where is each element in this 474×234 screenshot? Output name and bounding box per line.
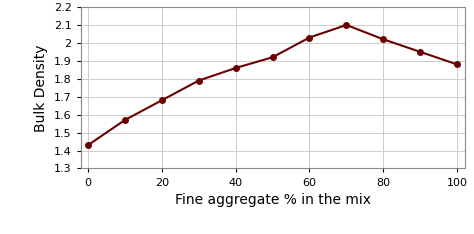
X-axis label: Fine aggregate % in the mix: Fine aggregate % in the mix [174, 193, 371, 207]
Y-axis label: Bulk Density: Bulk Density [34, 44, 48, 132]
